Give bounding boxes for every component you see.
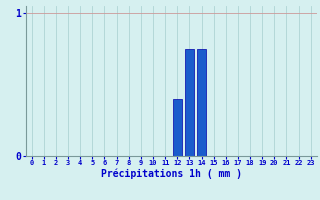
Bar [173, 99, 181, 156]
X-axis label: Précipitations 1h ( mm ): Précipitations 1h ( mm ) [101, 169, 242, 179]
Bar [197, 49, 206, 156]
Bar [185, 49, 194, 156]
